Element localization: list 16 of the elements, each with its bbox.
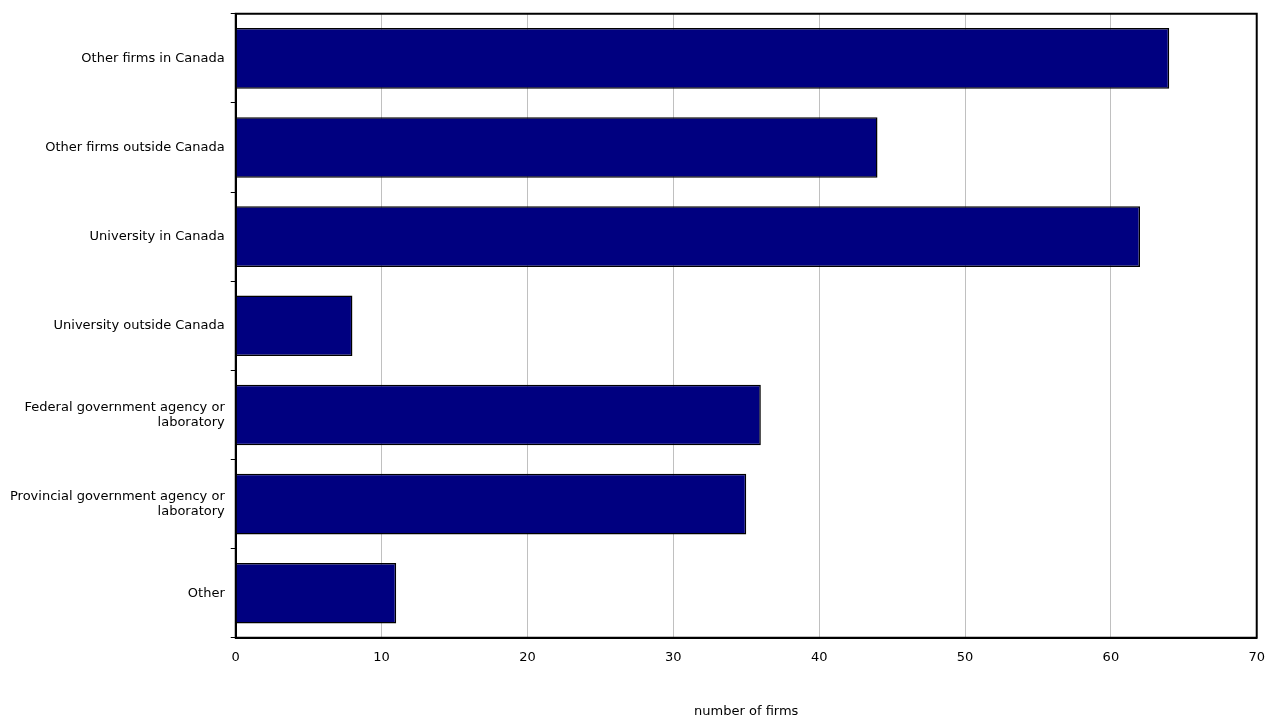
x-tick-label: 0 bbox=[231, 648, 240, 664]
x-tick-label: 40 bbox=[810, 648, 828, 664]
y-tick-label: Federal government agency or laboratory bbox=[24, 398, 226, 430]
x-tick-label: 50 bbox=[956, 648, 974, 664]
y-tick-label: Other firms outside Canada bbox=[45, 138, 225, 154]
x-tick-label: 10 bbox=[373, 648, 390, 664]
y-tick-label: University outside Canada bbox=[53, 317, 225, 333]
y-tick-label: Other firms in Canada bbox=[81, 49, 225, 65]
x-axis-title: number of firms bbox=[694, 702, 799, 718]
y-tick-label: University in Canada bbox=[89, 228, 225, 244]
x-tick-label: 30 bbox=[665, 648, 682, 664]
x-tick-label: 70 bbox=[1248, 648, 1265, 664]
y-tick-label: Provincial government agency or laboratory bbox=[10, 487, 226, 519]
x-tick-label: 20 bbox=[519, 648, 536, 664]
x-tick-label: 60 bbox=[1102, 648, 1120, 664]
y-tick-label: Other bbox=[187, 584, 226, 600]
